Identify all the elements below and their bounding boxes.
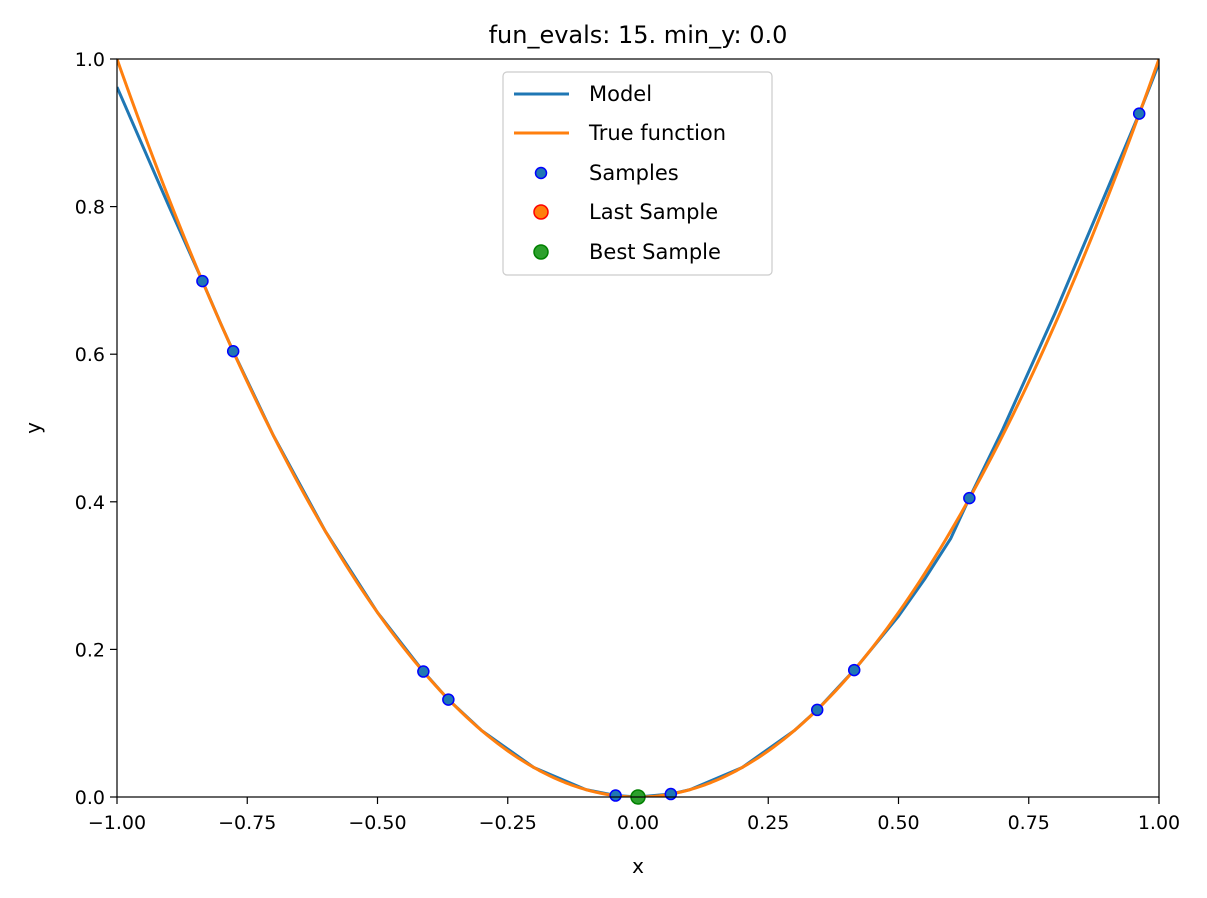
legend-entry-best-sample: Best Sample: [533, 240, 721, 264]
plot-series: [117, 59, 1159, 797]
legend-marker-samples: [534, 166, 548, 180]
y-tick-label: 1.0: [75, 49, 105, 71]
x-tick-label: 0.75: [1008, 812, 1050, 834]
series-line-true-function: [117, 59, 1159, 797]
legend-entry-last-sample: Last Sample: [533, 200, 718, 224]
chart-title: fun_evals: 15. min_y: 0.0: [489, 21, 788, 49]
legend-marker-best-sample: [533, 244, 549, 260]
x-tick-label: −1.00: [88, 812, 146, 834]
x-tick-label: −0.50: [348, 812, 406, 834]
legend-label-model: Model: [589, 82, 652, 106]
x-tick-label: 1.00: [1138, 812, 1180, 834]
x-axis-ticks: −1.00 −0.75 −0.50 −0.25 0.00 0.25 0.50 0.75 1.00: [88, 797, 1180, 834]
y-tick-label: 0.0: [75, 787, 105, 809]
legend-marker-last-sample: [533, 204, 549, 220]
point-samples: [963, 491, 976, 505]
point-samples: [1132, 107, 1146, 120]
x-axis-label: x: [632, 854, 644, 878]
legend-label-samples: Samples: [589, 161, 679, 185]
point-samples: [442, 693, 455, 706]
y-tick-label: 0.8: [75, 197, 105, 219]
point-samples: [664, 787, 678, 801]
x-tick-label: 0.00: [617, 812, 659, 834]
point-samples: [196, 274, 209, 288]
x-tick-label: −0.25: [479, 812, 537, 834]
point-samples: [417, 665, 430, 678]
plot-frame: [116, 58, 1160, 798]
y-tick-label: 0.6: [75, 344, 105, 366]
point-samples: [847, 663, 861, 677]
legend: Model True function Samples Last Sample …: [502, 71, 773, 276]
legend-label-true-function: True function: [588, 121, 726, 145]
legend-entry-samples: Samples: [534, 161, 679, 185]
point-samples: [226, 344, 240, 358]
legend-entry-true-function: True function: [514, 121, 726, 145]
y-axis-label: y: [21, 422, 45, 434]
legend-label-last-sample: Last Sample: [589, 200, 718, 224]
x-tick-label: 0.50: [877, 812, 919, 834]
point-samples: [810, 703, 824, 717]
legend-entry-model: Model: [514, 82, 652, 106]
y-tick-label: 0.4: [75, 492, 105, 514]
legend-label-best-sample: Best Sample: [589, 240, 721, 264]
x-tick-label: −0.75: [218, 812, 276, 834]
legend-frame: [502, 71, 773, 276]
x-tick-label: 0.25: [747, 812, 789, 834]
y-tick-label: 0.2: [75, 639, 105, 661]
point-samples: [609, 789, 622, 802]
y-axis-ticks: 0.0 0.2 0.4 0.6 0.8 1.0: [75, 49, 117, 809]
